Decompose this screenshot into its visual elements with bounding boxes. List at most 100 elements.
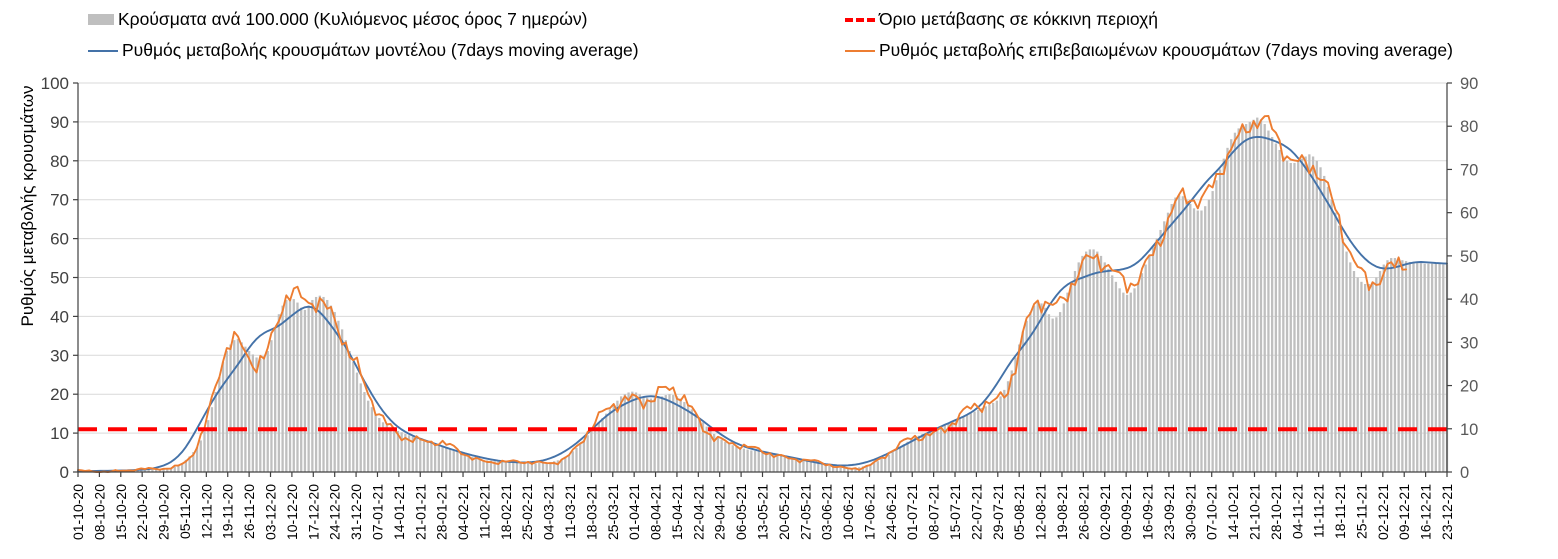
bar — [1204, 206, 1207, 472]
bar — [619, 396, 623, 472]
bar — [869, 464, 872, 472]
bar — [433, 443, 437, 472]
bar — [1099, 255, 1103, 472]
bar — [1096, 251, 1099, 472]
bar — [367, 400, 370, 472]
y-axis-left-tick-label: 40 — [50, 307, 69, 326]
bar — [1397, 259, 1400, 472]
legend-item-model-rate[interactable]: Ρυθμός μεταβολής κρουσμάτων μοντέλου (7d… — [88, 40, 639, 61]
bar — [1371, 281, 1374, 472]
bar — [571, 451, 574, 472]
x-axis-tick-label: 26-11-20 — [241, 484, 257, 539]
bar — [374, 413, 377, 472]
bar — [169, 467, 173, 472]
bar — [236, 338, 240, 472]
x-axis-tick-label: 04-02-21 — [455, 484, 471, 540]
bar — [460, 452, 463, 472]
x-axis-tick-label: 23-12-21 — [1439, 484, 1455, 540]
bar — [605, 413, 608, 472]
bar — [340, 329, 344, 472]
bar — [1114, 281, 1118, 472]
y-axis-right-tick-label: 30 — [1460, 334, 1478, 352]
bar — [746, 449, 749, 472]
x-axis-tick-label: 08-07-21 — [926, 484, 942, 540]
bar — [977, 409, 980, 472]
x-axis-tick-label: 01-04-21 — [626, 484, 642, 540]
bar — [400, 432, 403, 472]
bar — [623, 394, 627, 472]
bar — [1300, 158, 1304, 472]
x-axis-tick-label: 04-11-21 — [1289, 484, 1305, 539]
bar — [646, 397, 649, 472]
bar — [701, 422, 705, 472]
x-axis-tick-label: 11-03-21 — [562, 484, 578, 539]
bar — [467, 455, 470, 472]
line-swatch-orange-icon — [845, 49, 875, 52]
bar — [1233, 132, 1237, 472]
x-axis-tick-label: 22-04-21 — [690, 484, 706, 540]
bar — [1159, 229, 1162, 472]
legend-item-confirmed-rate[interactable]: Ρυθμός μεταβολής επιβεβαιωμένων κρουσμάτ… — [845, 40, 1453, 61]
bar — [1442, 264, 1445, 472]
x-axis-tick-label: 05-08-21 — [1011, 484, 1027, 540]
x-axis-tick-label: 29-07-21 — [990, 484, 1006, 540]
bar — [489, 460, 493, 472]
bar — [389, 427, 392, 472]
bar — [210, 407, 214, 472]
x-axis-tick-label: 22-10-20 — [134, 484, 150, 540]
bar — [1304, 156, 1307, 472]
y-axis-right-tick-label: 60 — [1460, 205, 1478, 223]
bar — [1125, 294, 1129, 472]
x-axis-tick-label: 11-02-21 — [476, 484, 492, 539]
x-axis-tick-label: 24-06-21 — [883, 484, 899, 540]
bar — [292, 299, 295, 472]
bar — [1103, 262, 1106, 472]
bar — [1207, 199, 1211, 472]
bar — [805, 460, 809, 472]
bar — [456, 450, 459, 472]
bar — [1367, 283, 1371, 472]
bar — [329, 305, 333, 472]
bar — [266, 350, 269, 472]
bar — [913, 437, 917, 472]
bar — [203, 431, 206, 472]
bar — [739, 447, 742, 472]
bar — [404, 433, 407, 472]
x-axis-tick-label: 14-10-21 — [1225, 484, 1241, 540]
x-axis-tick-label: 26-08-21 — [1075, 484, 1091, 540]
bar — [1058, 312, 1062, 472]
bar — [709, 430, 712, 472]
bar — [1211, 191, 1214, 473]
bar — [1330, 199, 1333, 472]
x-axis-tick-label: 09-09-21 — [1118, 484, 1134, 540]
bar — [1345, 251, 1348, 472]
legend-label-cases-per-100000: Κρούσματα ανά 100.000 (Κυλιόμενος μέσος … — [118, 9, 588, 29]
bar — [523, 463, 526, 472]
bar — [363, 392, 366, 472]
bar — [657, 397, 660, 472]
bar — [1412, 262, 1415, 472]
bar — [162, 468, 165, 472]
legend-item-red-zone-threshold[interactable]: Όριο μετάβασης σε κόκκινη περιοχή — [845, 9, 1158, 30]
bar — [411, 436, 414, 472]
bar — [653, 398, 656, 472]
bar — [794, 458, 798, 472]
x-axis-tick-label: 25-02-21 — [519, 484, 535, 540]
bar — [567, 454, 571, 472]
bar — [221, 361, 225, 472]
bar — [560, 459, 563, 472]
bar — [251, 354, 254, 472]
legend-item-cases-per-100000[interactable]: Κρούσματα ανά 100.000 (Κυλιόμενος μέσος … — [88, 9, 587, 30]
x-axis-tick-label: 30-09-21 — [1182, 484, 1198, 540]
bar — [1170, 204, 1173, 472]
y-axis-right-ticks: 0 10 20 30 40 50 60 70 80 90 — [1447, 75, 1478, 482]
bar — [638, 394, 641, 472]
bar — [255, 357, 258, 472]
bar — [895, 449, 898, 472]
bar-swatch-gray-icon — [88, 14, 114, 25]
bar — [1166, 212, 1170, 472]
y-axis-left-tick-label: 60 — [50, 230, 69, 249]
y-axis-right-tick-label: 70 — [1460, 161, 1478, 179]
bar — [679, 398, 682, 472]
